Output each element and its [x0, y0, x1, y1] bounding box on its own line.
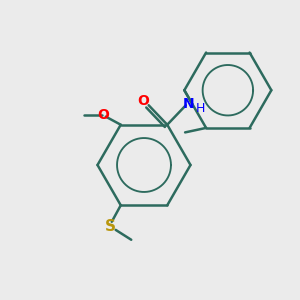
Text: H: H [196, 102, 205, 115]
Text: S: S [105, 219, 116, 234]
Text: O: O [138, 94, 149, 108]
Text: N: N [182, 97, 194, 111]
Text: O: O [98, 108, 109, 122]
